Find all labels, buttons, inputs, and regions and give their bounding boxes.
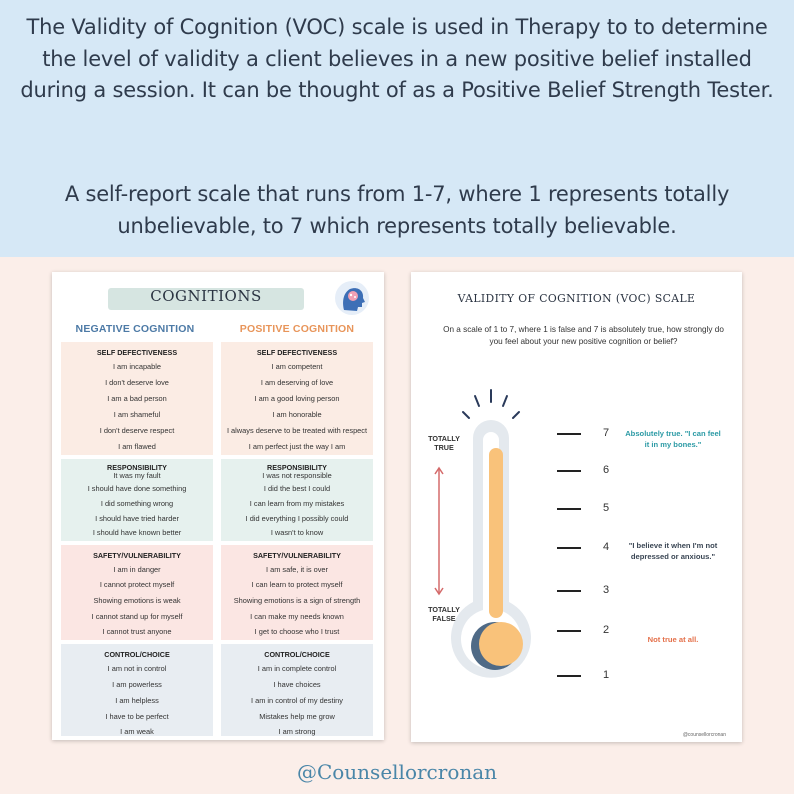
mercury-bulb: [479, 622, 523, 666]
list-item: I am safe, it is over: [265, 565, 329, 574]
list-item: I am shameful: [113, 410, 161, 419]
cognitions-sheet: COGNITIONS NEGATIVE COGNITION POSITIVE C…: [52, 272, 384, 740]
section-title: CONTROL/CHOICE: [104, 650, 170, 659]
list-item: I did something wrong: [100, 499, 174, 508]
section-title: CONTROL/CHOICE: [264, 650, 330, 659]
list-item: I can learn from my mistakes: [249, 499, 345, 508]
mercury-column: [489, 448, 503, 618]
voc-scale-sheet: VALIDITY OF COGNITION (VOC) SCALE On a s…: [411, 272, 742, 742]
list-item: I cannot trust anyone: [102, 627, 172, 636]
list-item: I wasn't to know: [270, 528, 324, 537]
list-item: I did everything I possibly could: [245, 514, 349, 523]
list-item: I have to be perfect: [105, 712, 169, 721]
list-item: I am incapable: [112, 362, 162, 371]
list-item: I should have tried harder: [95, 514, 179, 523]
list-item: I cannot protect myself: [99, 580, 175, 589]
list-item: I am flawed: [118, 442, 156, 451]
double-arrow-icon: [434, 466, 444, 596]
section-self-defectiveness-positive: SELF DEFECTIVENESS I am competent I am d…: [221, 342, 373, 455]
scale-ticks: [557, 433, 581, 677]
social-handle: @Counsellorcronan: [296, 760, 498, 784]
scale-number-6: 6: [602, 464, 610, 476]
list-item: I am helpless: [115, 696, 159, 705]
list-item: Showing emotions is a sign of strength: [233, 596, 361, 605]
section-responsibility-positive: RESPONSIBILITY I was not responsible I d…: [221, 459, 373, 541]
note-believe-it: "I believe it when I'm not depressed or …: [628, 541, 718, 561]
list-item: I am not in control: [107, 664, 167, 673]
list-item: I am in control of my destiny: [250, 696, 343, 705]
voc-question: On a scale of 1 to 7, where 1 is false a…: [443, 325, 724, 346]
scale-number-2: 2: [602, 624, 610, 636]
list-item: Mistakes help me grow: [259, 712, 335, 721]
list-item: It was my fault: [113, 471, 161, 480]
section-title: RESPONSIBILITY: [267, 463, 327, 472]
scale-number-4: 4: [602, 541, 610, 553]
list-item: I am strong: [278, 727, 316, 736]
section-title: SELF DEFECTIVENESS: [96, 348, 178, 357]
list-item: I am weak: [120, 727, 154, 736]
intro-banner: The Validity of Cognition (VOC) scale is…: [0, 0, 794, 257]
title-highlight: [108, 288, 304, 310]
list-item: I can learn to protect myself: [251, 580, 343, 589]
cognitions-title: COGNITIONS: [150, 287, 262, 305]
brain-head-icon: [335, 281, 369, 315]
list-item: I can make my needs known: [250, 612, 344, 621]
list-item: I am deserving of love: [260, 378, 334, 387]
list-item: I am perfect just the way I am: [248, 442, 346, 451]
negative-heading: NEGATIVE COGNITION: [75, 323, 195, 335]
list-item: I did the best I could: [263, 484, 331, 493]
list-item: I am powerless: [112, 680, 162, 689]
list-item: I am a good loving person: [254, 394, 340, 403]
section-title: RESPONSIBILITY: [107, 463, 167, 472]
intro-paragraph-1: The Validity of Cognition (VOC) scale is…: [20, 15, 774, 102]
list-item: I was not responsible: [262, 471, 332, 480]
list-item: I don't deserve love: [105, 378, 169, 387]
list-item: I always deserve to be treated with resp…: [226, 426, 368, 435]
thermometer-illustration: [434, 389, 581, 678]
note-absolutely-true: Absolutely true. "I can feel it in my bo…: [625, 429, 721, 449]
section-title: SAFETY/VULNERABILITY: [253, 551, 341, 560]
list-item: I am in danger: [113, 565, 161, 574]
positive-heading: POSITIVE COGNITION: [239, 323, 355, 335]
list-item: I should have done something: [87, 484, 187, 493]
list-item: I cannot stand up for myself: [91, 612, 183, 621]
section-title: SAFETY/VULNERABILITY: [93, 551, 181, 560]
totally-true-label: TOTALLY TRUE: [428, 434, 460, 452]
note-not-true: Not true at all.: [647, 635, 699, 644]
voc-title: VALIDITY OF COGNITION (VOC) SCALE: [457, 292, 696, 305]
totally-false-label: TOTALLY FALSE: [428, 605, 460, 623]
list-item: I have choices: [273, 680, 321, 689]
credit-text: @counsellorcronan: [682, 732, 726, 738]
scale-number-3: 3: [602, 584, 610, 596]
list-item: I should have known better: [92, 528, 182, 537]
section-self-defectiveness-negative: SELF DEFECTIVENESS I am incapable I don'…: [61, 342, 213, 455]
list-item: Showing emotions is weak: [93, 596, 181, 605]
list-item: I don't deserve respect: [99, 426, 175, 435]
scale-number-1: 1: [602, 669, 610, 681]
section-title: SELF DEFECTIVENESS: [256, 348, 338, 357]
list-item: I am honorable: [272, 410, 322, 419]
list-item: I am a bad person: [107, 394, 167, 403]
scale-number-7: 7: [602, 427, 610, 439]
section-control-negative: CONTROL/CHOICE I am not in control I am …: [61, 644, 213, 736]
section-safety-positive: SAFETY/VULNERABILITY I am safe, it is ov…: [221, 545, 373, 640]
list-item: I get to choose who I trust: [254, 627, 340, 636]
section-safety-negative: SAFETY/VULNERABILITY I am in danger I ca…: [61, 545, 213, 640]
sparkle-lines-icon: [462, 389, 520, 419]
scale-number-5: 5: [602, 502, 610, 514]
section-responsibility-negative: RESPONSIBILITY It was my fault I should …: [61, 459, 213, 541]
intro-paragraph-2: A self-report scale that runs from 1-7, …: [64, 182, 730, 238]
list-item: I am competent: [271, 362, 323, 371]
section-control-positive: CONTROL/CHOICE I am in complete control …: [221, 644, 373, 736]
list-item: I am in complete control: [257, 664, 337, 673]
